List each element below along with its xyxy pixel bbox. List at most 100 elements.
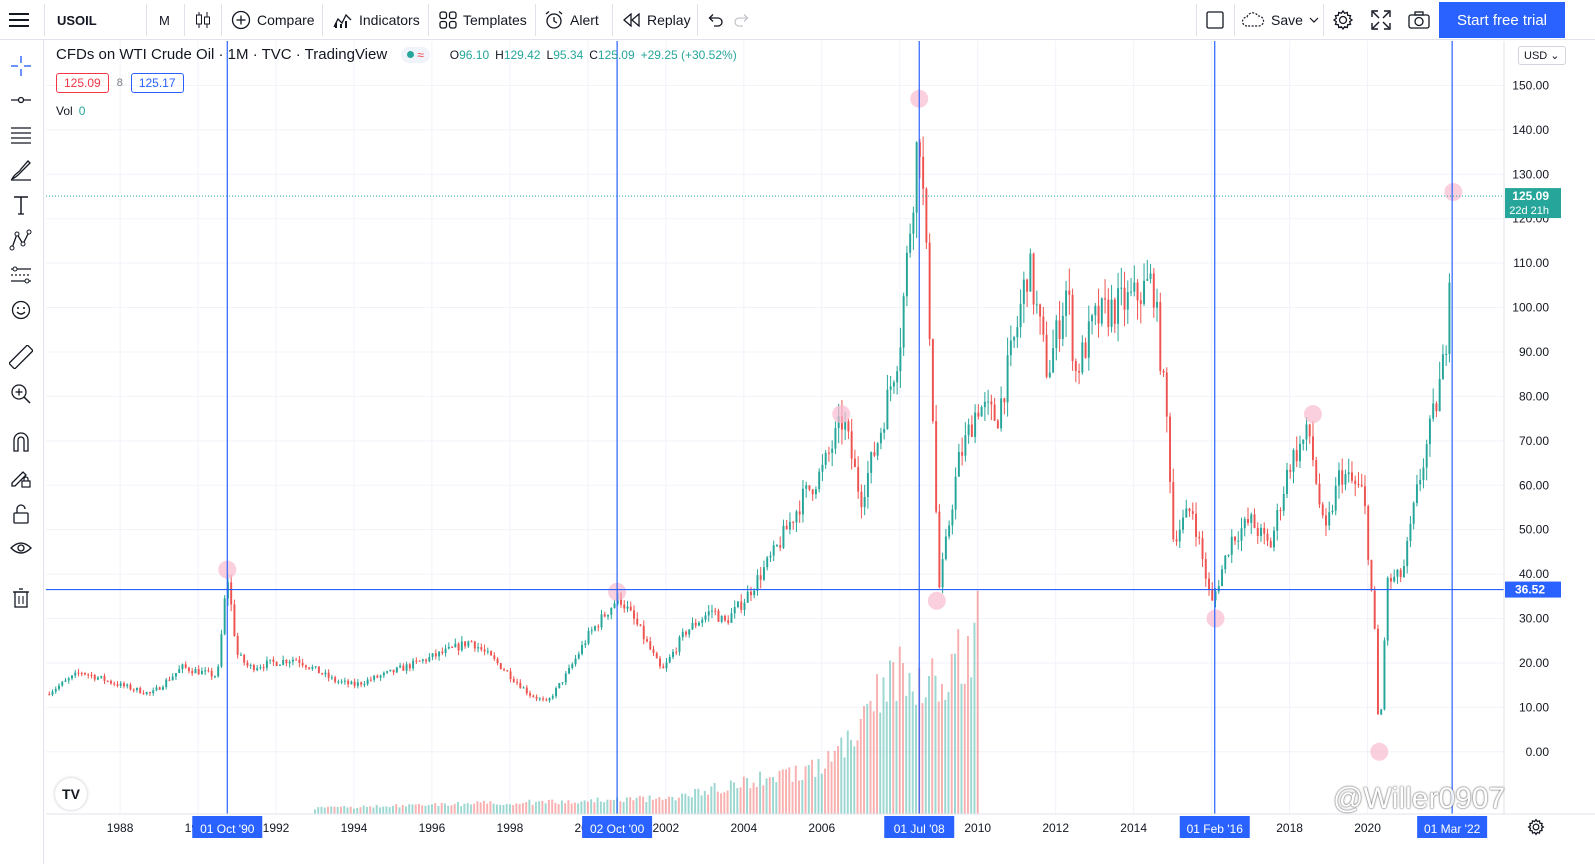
candle-body [226, 582, 229, 599]
vertical-line-label: 01 Feb '16 [1187, 822, 1244, 836]
trend-line-icon[interactable] [7, 86, 35, 114]
candle-body [1143, 280, 1146, 304]
candle-body [1217, 586, 1220, 592]
x-tick-label: 1998 [497, 821, 524, 835]
alert-button[interactable]: Alert [544, 0, 599, 40]
candle-body [181, 664, 184, 670]
candle-body [785, 525, 788, 530]
candle-body [805, 485, 808, 489]
volume-bar [492, 803, 495, 814]
axes: 0.00 10.00 20.00 30.00 40.00 50.00 60.00 70.00 8… [46, 41, 1595, 864]
start-free-trial-button[interactable]: Start free trial [1439, 2, 1565, 38]
x-tick-label: 1996 [419, 821, 446, 835]
candle-body [759, 575, 762, 580]
undo-icon[interactable] [706, 0, 724, 40]
candle-body [1295, 450, 1298, 462]
y-tick-label: 60.00 [1519, 478, 1549, 492]
candle-body [1087, 321, 1090, 358]
candle-body [84, 672, 86, 675]
volume-bar [645, 801, 648, 814]
text-icon[interactable] [7, 191, 35, 219]
forecast-icon[interactable] [7, 261, 35, 289]
fullscreen-icon[interactable] [1371, 0, 1391, 40]
volume-bar [716, 791, 719, 814]
redo-icon[interactable] [733, 0, 751, 40]
volume-bar [801, 779, 804, 814]
volume-bar [804, 766, 807, 814]
candle-type-icon[interactable] [195, 0, 211, 40]
volume-bar [934, 675, 937, 814]
indicators-button[interactable]: Indicators [333, 0, 420, 40]
ruler-icon[interactable] [7, 343, 35, 371]
x-tick-label: 2014 [1120, 821, 1147, 835]
candle-body [821, 464, 824, 472]
candle-body [1182, 517, 1185, 530]
interval-button[interactable]: M [159, 12, 170, 28]
candle-body [71, 675, 73, 679]
market-status[interactable]: ≈ [401, 46, 430, 63]
pattern-icon[interactable] [7, 226, 35, 254]
candle-body [272, 659, 275, 662]
lock-icon[interactable] [7, 500, 35, 528]
brush-icon[interactable] [7, 156, 35, 184]
symbol-search[interactable]: USOIL [57, 12, 97, 28]
save-button[interactable]: Save [1241, 0, 1319, 40]
volume-bar [713, 782, 716, 814]
volume-bar [443, 803, 446, 814]
menu-icon[interactable] [8, 0, 30, 40]
templates-button[interactable]: Templates [439, 0, 527, 40]
layout-icon[interactable] [1206, 0, 1224, 40]
volume-bar [671, 796, 674, 814]
candle-body [925, 188, 928, 243]
candle-body [1302, 439, 1305, 444]
zoom-in-icon[interactable] [7, 380, 35, 408]
lock-pencil-icon[interactable] [7, 464, 35, 492]
tradingview-logo[interactable]: TV [55, 778, 87, 810]
candle-body [1081, 342, 1084, 373]
candle-body [1299, 443, 1301, 462]
scale-settings-icon[interactable] [1527, 818, 1545, 841]
candle-body [363, 684, 366, 686]
eye-icon[interactable] [7, 534, 35, 562]
y-tick-label: 50.00 [1519, 523, 1549, 537]
volume-bar [629, 797, 632, 814]
volume-bar [957, 629, 960, 814]
legend-title[interactable]: CFDs on WTI Crude Oil · 1M · TVC · Tradi… [56, 46, 388, 63]
spread-value: 8 [116, 77, 123, 89]
volume-bar [547, 800, 550, 814]
candle-body [327, 672, 330, 678]
candle-body [334, 677, 337, 682]
bid-price[interactable]: 125.09 [56, 73, 109, 93]
fib-lines-icon[interactable] [7, 121, 35, 149]
candle-body [395, 667, 398, 673]
candle-body [1188, 508, 1191, 512]
gear-icon[interactable] [1332, 0, 1354, 40]
candle-body [866, 472, 869, 497]
volume-bar [752, 782, 755, 814]
time-scale-bg [46, 814, 1595, 864]
candle-body [405, 664, 408, 671]
replay-button[interactable]: Replay [623, 0, 691, 40]
candle-body [1214, 591, 1217, 601]
trash-icon[interactable] [7, 584, 35, 612]
candle-body [1159, 302, 1162, 371]
drawing-lines[interactable] [46, 41, 1504, 814]
magnet-icon[interactable] [7, 428, 35, 456]
candle-body [743, 602, 746, 610]
ask-price[interactable]: 125.17 [130, 73, 184, 93]
compare-button[interactable]: Compare [231, 0, 315, 40]
x-tick-label: 1988 [107, 821, 134, 835]
candle-body [1360, 484, 1363, 487]
smiley-icon[interactable] [7, 296, 35, 324]
crosshair-icon[interactable] [7, 52, 35, 80]
volume-bar [817, 759, 820, 814]
candle-body [1097, 305, 1100, 324]
volume-bar [417, 803, 420, 814]
candle-body [412, 660, 415, 669]
camera-icon[interactable] [1408, 0, 1430, 40]
candle-body [1318, 483, 1321, 505]
currency-selector[interactable]: USD ⌄ [1518, 46, 1566, 65]
candle-body [171, 676, 174, 681]
vertical-line-label: 01 Mar '22 [1424, 822, 1481, 836]
